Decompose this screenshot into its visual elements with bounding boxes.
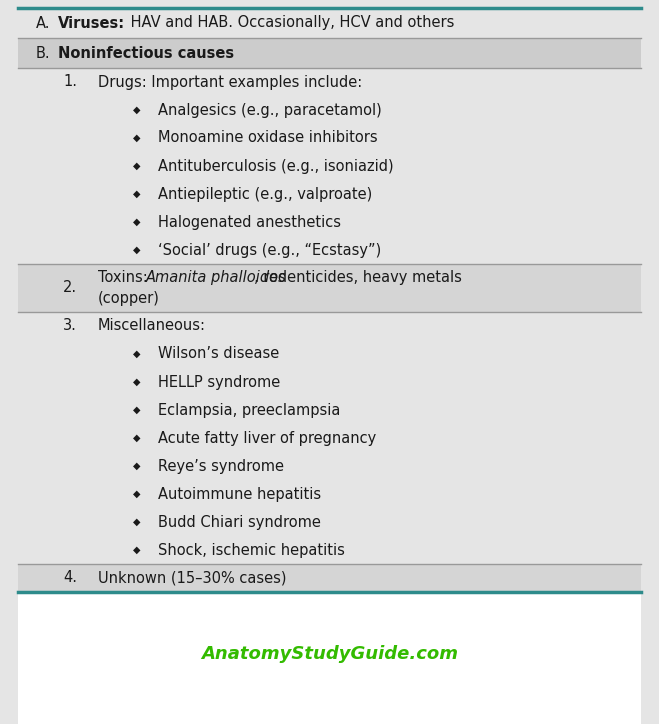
Text: Reye’s syndrome: Reye’s syndrome — [158, 458, 284, 473]
Bar — [18, 536, 641, 564]
Text: Miscellaneous:: Miscellaneous: — [98, 319, 206, 334]
Text: Shock, ischemic hepatitis: Shock, ischemic hepatitis — [158, 542, 345, 557]
Text: HAV and HAB. Occasionally, HCV and others: HAV and HAB. Occasionally, HCV and other… — [126, 15, 454, 30]
Bar — [18, 424, 641, 452]
Text: (copper): (copper) — [98, 291, 160, 306]
Bar — [18, 236, 641, 264]
Text: 1.: 1. — [63, 75, 77, 90]
Text: ◆: ◆ — [133, 349, 140, 359]
Text: ◆: ◆ — [133, 105, 140, 115]
Bar — [18, 396, 641, 424]
Bar — [18, 564, 641, 592]
Text: ‘Social’ drugs (e.g., “Ecstasy”): ‘Social’ drugs (e.g., “Ecstasy”) — [158, 243, 382, 258]
Text: Noninfectious causes: Noninfectious causes — [58, 46, 234, 61]
Bar — [18, 368, 641, 396]
Bar — [18, 264, 641, 312]
Bar — [18, 452, 641, 480]
Bar — [18, 96, 641, 124]
Text: AnatomyStudyGuide.com: AnatomyStudyGuide.com — [201, 645, 458, 663]
Bar — [18, 180, 641, 208]
Text: , rodenticides, heavy metals: , rodenticides, heavy metals — [254, 270, 462, 285]
Text: ◆: ◆ — [133, 405, 140, 415]
Bar — [18, 68, 641, 96]
Text: Antituberculosis (e.g., isoniazid): Antituberculosis (e.g., isoniazid) — [158, 159, 393, 174]
Text: 3.: 3. — [63, 319, 77, 334]
Text: Unknown (15–30% cases): Unknown (15–30% cases) — [98, 571, 287, 586]
Text: A.: A. — [36, 15, 51, 30]
Text: Toxins:: Toxins: — [98, 270, 152, 285]
Text: ◆: ◆ — [133, 189, 140, 199]
Text: Eclampsia, preeclampsia: Eclampsia, preeclampsia — [158, 403, 341, 418]
Bar — [18, 152, 641, 180]
Bar — [18, 124, 641, 152]
Bar — [18, 208, 641, 236]
Text: ◆: ◆ — [133, 489, 140, 499]
Text: HELLP syndrome: HELLP syndrome — [158, 374, 280, 390]
Text: ◆: ◆ — [133, 217, 140, 227]
Text: Viruses:: Viruses: — [58, 15, 125, 30]
Text: Amanita phalloides: Amanita phalloides — [146, 270, 287, 285]
Text: ◆: ◆ — [133, 245, 140, 255]
Text: ◆: ◆ — [133, 377, 140, 387]
Text: Budd Chiari syndrome: Budd Chiari syndrome — [158, 515, 321, 529]
Bar — [18, 312, 641, 340]
Text: Halogenated anesthetics: Halogenated anesthetics — [158, 214, 341, 230]
Text: 2.: 2. — [63, 280, 77, 295]
Text: Drugs: Important examples include:: Drugs: Important examples include: — [98, 75, 362, 90]
Text: Wilson’s disease: Wilson’s disease — [158, 347, 279, 361]
Bar — [18, 480, 641, 508]
Bar — [18, 8, 641, 38]
Text: ◆: ◆ — [133, 133, 140, 143]
Text: Autoimmune hepatitis: Autoimmune hepatitis — [158, 487, 321, 502]
Text: B.: B. — [36, 46, 51, 61]
Text: Antiepileptic (e.g., valproate): Antiepileptic (e.g., valproate) — [158, 187, 372, 201]
Text: Monoamine oxidase inhibitors: Monoamine oxidase inhibitors — [158, 130, 378, 146]
Text: Analgesics (e.g., paracetamol): Analgesics (e.g., paracetamol) — [158, 103, 382, 117]
Text: ◆: ◆ — [133, 161, 140, 171]
Text: ◆: ◆ — [133, 517, 140, 527]
Text: ◆: ◆ — [133, 545, 140, 555]
Text: 4.: 4. — [63, 571, 77, 586]
Text: ◆: ◆ — [133, 433, 140, 443]
Text: Acute fatty liver of pregnancy: Acute fatty liver of pregnancy — [158, 431, 376, 445]
Bar — [18, 592, 641, 724]
Bar — [18, 340, 641, 368]
Bar — [18, 38, 641, 68]
Text: ◆: ◆ — [133, 461, 140, 471]
Bar — [18, 508, 641, 536]
